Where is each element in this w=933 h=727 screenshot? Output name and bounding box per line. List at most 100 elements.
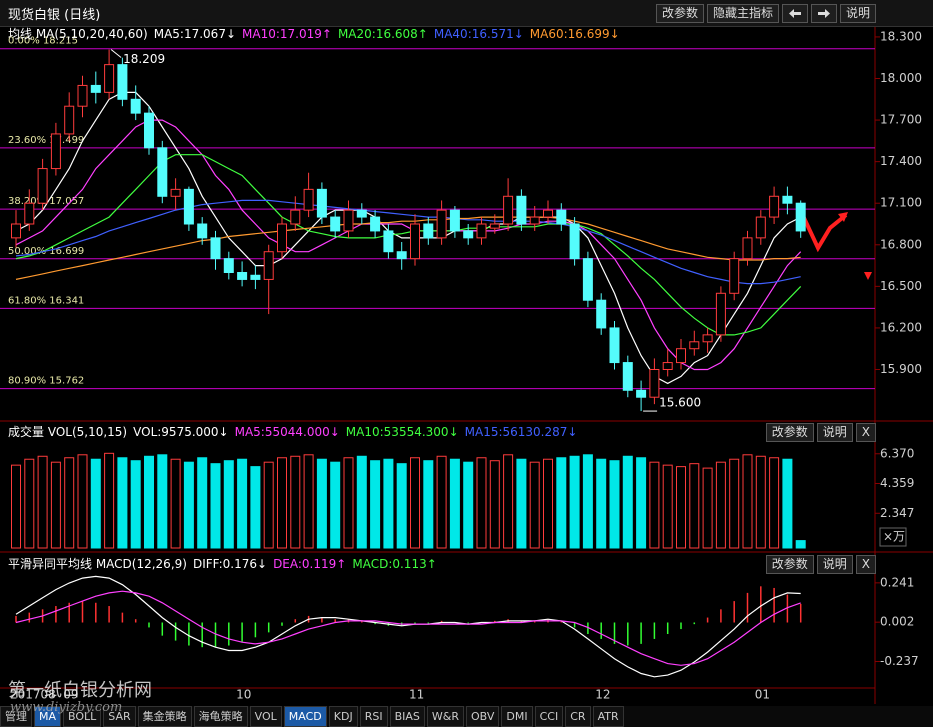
legend-item: MACD:0.113↑ — [352, 557, 437, 571]
tab[interactable]: VOL — [249, 706, 282, 727]
x-tick-label: 11 — [409, 688, 424, 702]
panel-button[interactable]: 说明 — [816, 555, 853, 574]
volume-bar — [449, 458, 460, 549]
volume-bar — [130, 460, 141, 549]
volume-bar — [715, 461, 726, 549]
ma-line — [15, 119, 802, 371]
volume-bar — [356, 455, 367, 549]
volume-bar — [755, 455, 766, 549]
tab[interactable]: KDJ — [328, 706, 358, 727]
y-tick-label: 6.370 — [880, 446, 914, 460]
ma-line — [15, 154, 802, 336]
tab[interactable]: CR — [565, 706, 591, 727]
volume-bar — [702, 467, 713, 549]
candle-body — [782, 195, 793, 204]
y-tick-label: 16.800 — [880, 237, 922, 251]
indicator-label: 成交量 VOL(5,10,15) — [8, 425, 128, 439]
y-tick-label: -0.237 — [880, 654, 919, 668]
candle-body — [316, 188, 327, 218]
tab[interactable]: CCI — [534, 706, 564, 727]
candle-body — [569, 223, 580, 260]
prev-button[interactable] — [781, 4, 808, 23]
tab[interactable]: 海龟策略 — [193, 706, 248, 727]
volume-bar — [183, 461, 194, 549]
ma-line — [15, 91, 801, 385]
button[interactable]: 改参数 — [655, 4, 704, 23]
indicator-tabs: 管理 MA BOLL SAR 集金策略 海龟策略 VOL MACD KDJ RSI BIAS W&R O… — [0, 706, 933, 727]
candle-body — [210, 237, 221, 260]
y-tick-label: 15.900 — [880, 362, 922, 376]
volume-bar — [742, 454, 753, 549]
volume-bar — [582, 454, 593, 549]
legend-item: MA10:17.019↑ — [242, 27, 332, 41]
candle-body — [676, 348, 686, 364]
volume-bar — [24, 458, 35, 549]
legend-item: MA5:55044.000↓ — [234, 425, 340, 439]
peak-label: 18.209 — [123, 52, 165, 66]
candle-body — [489, 223, 500, 229]
volume-bar — [11, 464, 21, 549]
next-button[interactable] — [810, 4, 837, 23]
panel-button[interactable]: 改参数 — [765, 423, 814, 442]
candle-body — [237, 272, 248, 280]
candle-body — [582, 258, 593, 301]
volume-bar — [556, 457, 567, 549]
candle-body — [742, 237, 753, 260]
panel-button[interactable]: 改参数 — [765, 555, 814, 574]
ma-line — [15, 199, 801, 285]
candle-body — [503, 195, 514, 225]
volume-bar — [290, 455, 301, 549]
volume-bar — [144, 455, 154, 549]
arrow-left-icon — [788, 9, 801, 18]
forecast-arrow — [796, 204, 848, 253]
candle-body — [64, 105, 75, 135]
candle-body — [622, 362, 633, 391]
button[interactable]: 说明 — [839, 4, 876, 23]
volume-bar — [782, 458, 793, 549]
tab[interactable]: OBV — [466, 706, 500, 727]
volume-bar — [609, 460, 620, 549]
candle-body — [449, 209, 460, 232]
volume-bar — [795, 540, 806, 549]
volume-bar — [316, 458, 327, 549]
volume-bar — [263, 461, 274, 549]
volume-bar — [463, 461, 474, 549]
macd-line — [15, 590, 801, 666]
candle-body — [11, 223, 21, 239]
watermark-url: www.diyizby.com — [10, 700, 123, 715]
volume-bar — [676, 466, 686, 549]
volume-bar — [596, 458, 607, 549]
signal-marker — [864, 272, 872, 280]
candle-body — [104, 64, 115, 93]
candle-body — [170, 188, 181, 197]
tab[interactable]: W&R — [426, 706, 464, 727]
candle-body — [343, 209, 354, 232]
volume-bar — [476, 457, 487, 549]
tab[interactable]: BOLL — [63, 706, 102, 727]
tab[interactable]: RSI — [359, 706, 388, 727]
tab[interactable]: 集金策略 — [137, 706, 192, 727]
legend-item: MA5:17.067↓ — [153, 27, 237, 41]
candle-body — [330, 216, 341, 232]
candle-body — [729, 258, 740, 294]
tab[interactable]: MACD — [283, 706, 327, 727]
panel-button[interactable]: 说明 — [816, 423, 853, 442]
tab[interactable]: MA — [34, 706, 62, 727]
candle-body — [423, 223, 434, 239]
panel-button[interactable]: X — [855, 423, 876, 442]
panel-buttons: 改参数 说明 X — [765, 423, 876, 442]
tab[interactable]: DMI — [501, 706, 533, 727]
macd-header: 平滑异同平均线 MACD(12,26,9) DIFF:0.176↓ DEA:0.11… — [8, 555, 443, 573]
volume-bar — [729, 458, 740, 549]
button[interactable]: 隐藏主指标 — [706, 4, 779, 23]
candle-body — [144, 112, 154, 149]
y-tick-label: 2.347 — [880, 506, 914, 520]
tab[interactable]: ATR — [592, 706, 624, 727]
candle-body — [543, 209, 553, 218]
panel-button[interactable]: X — [855, 555, 876, 574]
y-tick-label: 17.400 — [880, 154, 922, 168]
x-tick-label: 01 — [755, 688, 770, 702]
volume-bar — [636, 457, 647, 549]
tab[interactable]: BIAS — [389, 706, 425, 727]
instrument-title: 现货白银 (日线) — [8, 8, 101, 23]
